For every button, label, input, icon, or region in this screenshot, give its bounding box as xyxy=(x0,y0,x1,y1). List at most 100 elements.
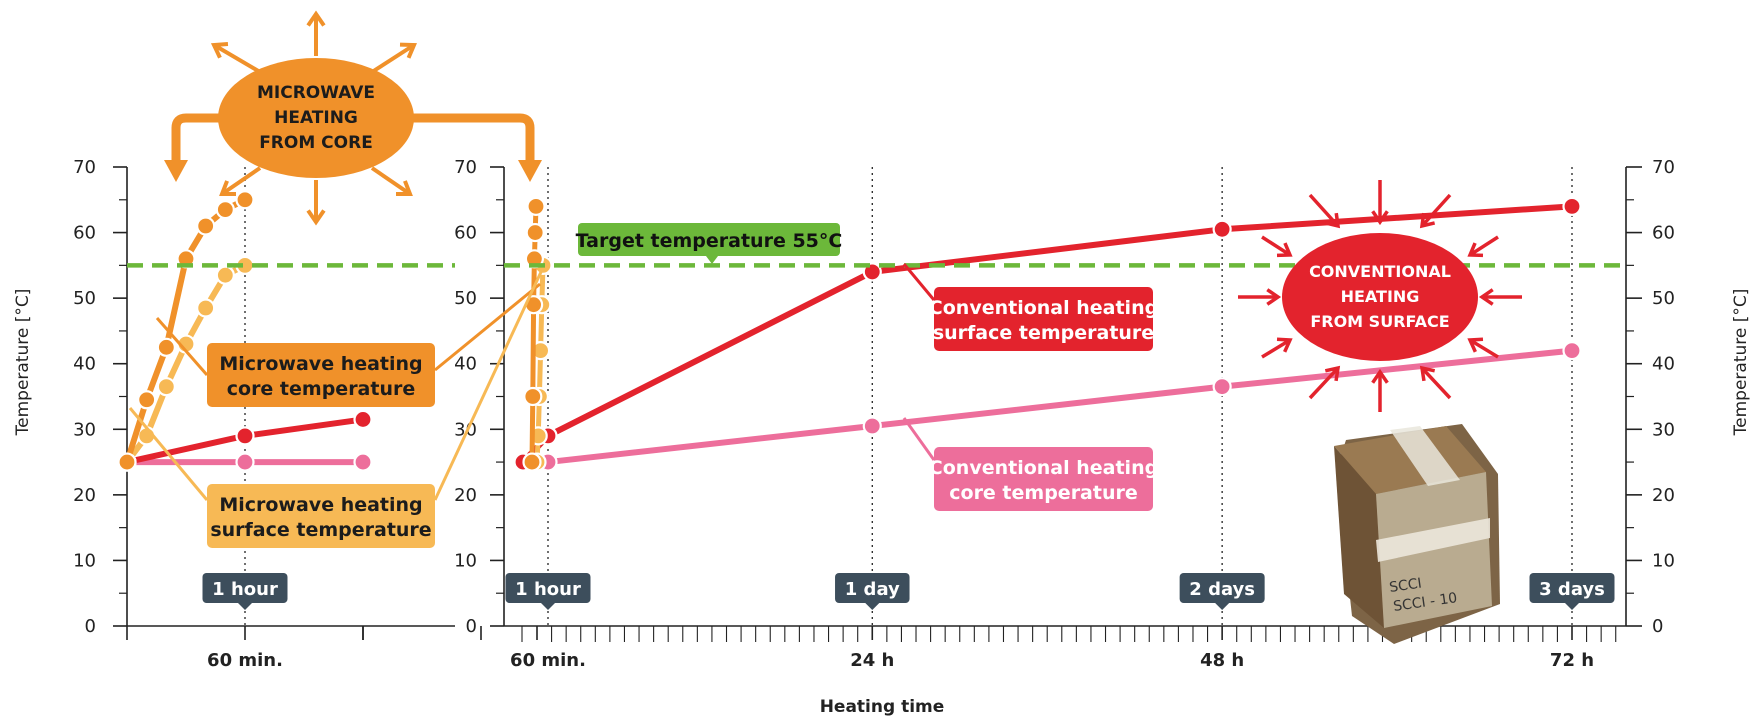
microwave-ray-arrowhead xyxy=(219,180,237,197)
conventional-ray-arrow xyxy=(1469,338,1499,359)
conv-surface-callout-label: Conventional heating xyxy=(929,297,1158,319)
data-point xyxy=(156,377,176,397)
data-point xyxy=(862,262,882,282)
right-x-tick-label: 48 h xyxy=(1200,650,1244,671)
conventional-ray-arrowhead xyxy=(1478,288,1494,306)
time-marker-pointer xyxy=(1215,603,1230,610)
data-point xyxy=(353,409,373,430)
conventional-badge-label: FROM SURFACE xyxy=(1310,312,1449,331)
photo-strap xyxy=(1390,426,1460,486)
conv-surface-callout-label: surface temperature xyxy=(933,322,1154,344)
right-y-tick-label: 40 xyxy=(454,354,477,375)
conventional-ray-arrow xyxy=(1420,366,1452,400)
conventional-ray-arrowhead xyxy=(1371,368,1389,384)
right-x-tick-label: 60 min. xyxy=(510,650,586,671)
conventional-ray-arrowhead xyxy=(1371,210,1389,226)
mw-core-callout-label: Microwave heating xyxy=(219,353,422,375)
microwave-ray-arrowhead xyxy=(306,10,326,27)
left-y-tick-label: 70 xyxy=(73,157,96,178)
microwave-ray-arrowhead xyxy=(399,42,417,59)
mw-surface-callout-box xyxy=(207,484,435,548)
data-point xyxy=(235,452,255,472)
left-y-tick-label: 20 xyxy=(73,485,96,506)
data-point xyxy=(137,390,157,410)
right-y-tick-label: 20 xyxy=(454,485,477,506)
right-series-line-microwave-heating-core-temperature xyxy=(529,203,539,465)
right-y-tick-label: 0 xyxy=(466,616,477,637)
time-marker-box xyxy=(505,573,591,603)
microwave-ray-arrow xyxy=(370,43,416,74)
microwave-to-right-panel-arrow xyxy=(408,113,535,164)
right-y-tick-label: 60 xyxy=(454,223,477,244)
right-y-tick-label: 10 xyxy=(454,550,477,571)
conventional-badge-label: HEATING xyxy=(1341,287,1420,306)
mw-core-callout-box xyxy=(207,343,435,407)
microwave-badge-label: MICROWAVE xyxy=(257,83,375,103)
data-point xyxy=(1562,196,1582,216)
conventional-ray-arrow xyxy=(1308,366,1340,400)
right-y-tick-label: 0 xyxy=(1652,616,1663,637)
time-marker-pointer xyxy=(541,603,555,610)
x-axis-title: Heating time xyxy=(820,697,945,717)
time-marker-badge: 3 days xyxy=(1529,573,1615,610)
photo-label-text: SCCI xyxy=(1388,576,1422,596)
data-point xyxy=(235,190,255,210)
target-label-pointer xyxy=(706,256,718,264)
data-point xyxy=(522,452,542,472)
time-marker-pointer xyxy=(865,603,880,610)
microwave-badge-label: HEATING xyxy=(274,108,358,128)
conventional-ray-arrowhead xyxy=(1276,337,1293,353)
conv-surface-callout-leader xyxy=(902,263,936,301)
conventional-ray-arrow xyxy=(1308,193,1340,228)
microwave-to-left-panel-arrow xyxy=(171,113,224,164)
photo-bale-side xyxy=(1334,446,1384,628)
target-temperature-label: Target temperature 55°C xyxy=(576,230,843,252)
right-x-tick-label: 72 h xyxy=(1550,650,1594,671)
mw-core-callout-label: core temperature xyxy=(227,378,416,400)
target-temperature-label-box xyxy=(578,223,840,256)
conventional-ray-arrowhead xyxy=(1467,242,1484,258)
microwave-badge-label: FROM CORE xyxy=(259,133,373,153)
right-y-tick-label: 50 xyxy=(454,288,477,309)
data-point xyxy=(117,452,137,472)
conventional-heating-badge xyxy=(1282,233,1478,361)
data-point xyxy=(1562,341,1582,361)
data-point xyxy=(196,216,216,236)
conventional-ray-arrow xyxy=(1420,193,1452,228)
conv-core-callout-label: core temperature xyxy=(949,482,1138,504)
data-point xyxy=(215,265,235,285)
microwave-heating-badge xyxy=(218,58,414,178)
microwave-ray-arrow xyxy=(212,43,262,74)
conventional-ray-arrowhead xyxy=(1276,242,1293,258)
data-point xyxy=(1212,219,1232,239)
conv-core-callout-leader xyxy=(902,417,936,461)
microwave-ray-arrow xyxy=(370,166,412,196)
left-y-tick-label: 0 xyxy=(85,616,96,637)
data-point xyxy=(215,200,235,220)
time-marker-label: 3 days xyxy=(1539,579,1605,600)
photo-label-band xyxy=(1376,518,1490,562)
time-marker-badge: 1 day xyxy=(835,573,910,610)
conventional-ray-arrowhead xyxy=(1467,337,1484,353)
time-marker-label: 1 day xyxy=(845,579,900,600)
right-y-tick-label: 50 xyxy=(1652,288,1675,309)
data-point xyxy=(862,416,882,436)
data-point xyxy=(156,337,176,357)
conventional-ray-arrowhead xyxy=(1419,212,1436,229)
microwave-right-arrowhead xyxy=(518,160,542,182)
microwave-ray-arrowhead xyxy=(395,180,413,197)
time-marker-box xyxy=(202,573,288,603)
mw-surface-callout-label: surface temperature xyxy=(210,519,431,541)
microwave-ray-arrowhead xyxy=(210,42,229,59)
left-y-axis-title: Temperature [°C] xyxy=(13,289,33,437)
data-point xyxy=(1212,377,1232,397)
mw-surface-callout-leader xyxy=(433,271,543,501)
mw-surface-callout-label: Microwave heating xyxy=(219,494,422,516)
conv-surface-callout-box xyxy=(934,287,1153,351)
left-series-line-microwave-heating-core-temperature xyxy=(124,196,248,466)
right-y-tick-label: 70 xyxy=(454,157,477,178)
right-x-tick-label: 24 h xyxy=(850,650,894,671)
time-marker-label: 1 hour xyxy=(212,579,278,600)
